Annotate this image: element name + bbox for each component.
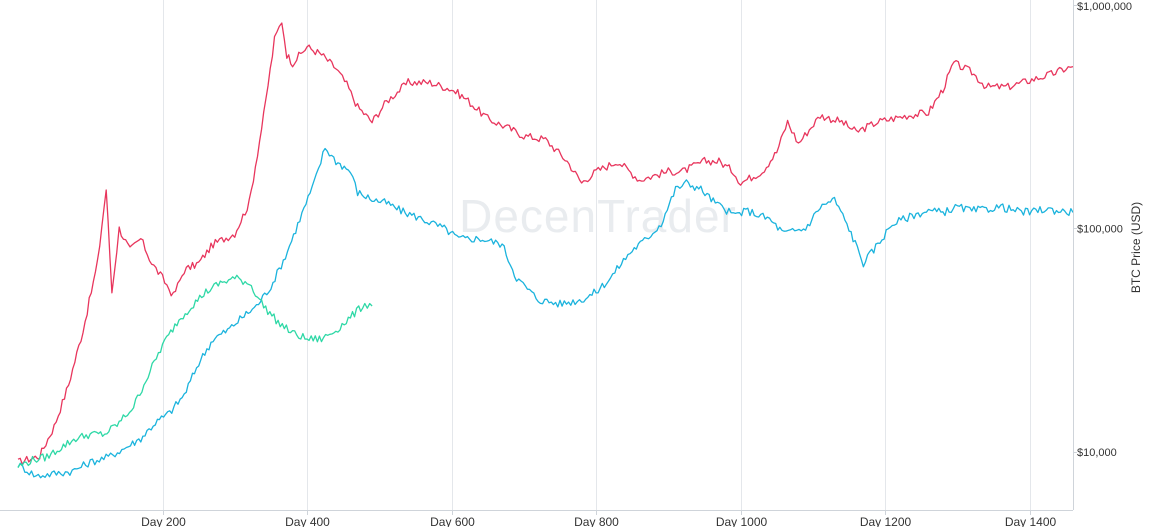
y-tick-label: $10,000 — [1077, 447, 1117, 459]
y-tick-label: $100,000 — [1077, 223, 1123, 235]
x-tick-label: Day 400 — [285, 515, 330, 527]
series-group — [17, 22, 1074, 479]
x-tick-label: Day 1200 — [860, 515, 912, 527]
watermark: DecenTrader — [459, 190, 737, 242]
y-tick-label: $1,000,000 — [1077, 1, 1132, 13]
x-tick-label: Day 1000 — [716, 515, 768, 527]
x-tick-label: Day 200 — [141, 515, 186, 527]
x-tick-label: Day 600 — [430, 515, 475, 527]
x-tick-label: Day 800 — [574, 515, 619, 527]
series-line-2 — [17, 147, 1074, 479]
series-line-1 — [17, 22, 1074, 465]
series-line-3 — [17, 274, 373, 469]
x-gridlines — [163, 0, 1031, 510]
x-tick-label: Day 1400 — [1005, 515, 1057, 527]
x-axis-ticks: Day 200 Day 400 Day 600 Day 800 Day 1000 Day … — [141, 510, 1057, 527]
y-axis-title: BTC Price (USD) — [1129, 202, 1143, 293]
y-axis-ticks: $10,000 $100,000 $1,000,000 — [1073, 1, 1132, 459]
